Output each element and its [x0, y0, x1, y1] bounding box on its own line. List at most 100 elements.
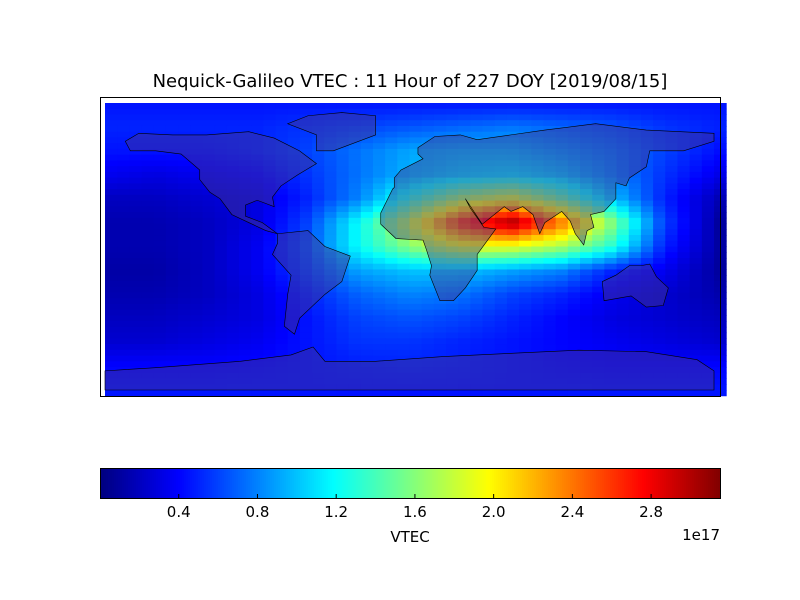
- heatmap-cell: [238, 390, 252, 397]
- heatmap-cell: [531, 286, 544, 293]
- heatmap-cell: [129, 189, 143, 196]
- heatmap-cell: [482, 378, 496, 385]
- heatmap-cell: [263, 183, 277, 190]
- heatmap-cell: [202, 257, 216, 265]
- heatmap-cell: [153, 114, 167, 121]
- colorbar-segment: [128, 468, 131, 498]
- heatmap-cell: [385, 103, 398, 110]
- heatmap-cell: [360, 212, 374, 219]
- heatmap-cell: [616, 390, 630, 397]
- heatmap-cell: [372, 298, 386, 305]
- heatmap-cell: [385, 143, 398, 150]
- heatmap-cell: [580, 137, 593, 144]
- heatmap-cell: [482, 309, 496, 316]
- heatmap-cell: [604, 166, 618, 173]
- heatmap-cell: [336, 229, 350, 236]
- heatmap-cell: [677, 367, 691, 374]
- heatmap-cell: [141, 367, 155, 374]
- heatmap-cell: [482, 148, 496, 156]
- heatmap-cell: [153, 326, 167, 334]
- colorbar-segment: [190, 468, 193, 498]
- heatmap-cell: [385, 183, 398, 190]
- heatmap-cell: [677, 378, 691, 385]
- heatmap-cell: [543, 252, 557, 259]
- heatmap-cell: [531, 361, 544, 368]
- heatmap-cell: [360, 166, 374, 173]
- colorbar-segment: [484, 468, 487, 498]
- heatmap-cell: [531, 206, 544, 213]
- heatmap-cell: [628, 108, 642, 115]
- heatmap-cell: [336, 390, 350, 397]
- heatmap-cell: [238, 257, 252, 265]
- heatmap-cell: [458, 223, 471, 230]
- heatmap-cell: [129, 269, 143, 276]
- heatmap-cell: [433, 338, 447, 345]
- heatmap-cell: [555, 183, 569, 190]
- heatmap-cell: [494, 131, 508, 138]
- heatmap-cell: [336, 246, 350, 253]
- heatmap-cell: [592, 344, 605, 351]
- heatmap-cell: [397, 349, 410, 357]
- heatmap-cell: [238, 177, 252, 184]
- heatmap-cell: [117, 378, 130, 385]
- colorbar-segment: [666, 468, 669, 498]
- colorbar-segment: [270, 468, 273, 498]
- heatmap-cell: [628, 344, 642, 351]
- heatmap-cell: [433, 361, 447, 368]
- heatmap-cell: [226, 246, 240, 253]
- heatmap-cell: [640, 309, 654, 316]
- heatmap-cell: [555, 120, 569, 127]
- heatmap-cell: [640, 344, 654, 351]
- heatmap-cell: [580, 292, 593, 299]
- heatmap-cell: [567, 171, 581, 179]
- heatmap-cell: [372, 114, 386, 121]
- heatmap-cell: [214, 257, 228, 265]
- heatmap-cell: [567, 303, 581, 311]
- heatmap-cell: [470, 367, 484, 374]
- heatmap-cell: [226, 263, 240, 270]
- colorbar-segment: [532, 468, 535, 498]
- colorbar-segment: [384, 468, 387, 498]
- heatmap-cell: [616, 120, 630, 127]
- heatmap-cell: [640, 275, 654, 282]
- heatmap-cell: [153, 206, 167, 213]
- heatmap-cell: [494, 183, 508, 190]
- heatmap-cell: [640, 384, 654, 391]
- heatmap-cell: [251, 183, 264, 190]
- heatmap-cell: [458, 194, 471, 202]
- heatmap-cell: [312, 326, 325, 334]
- heatmap-cell: [689, 309, 703, 316]
- heatmap-cell: [543, 315, 557, 322]
- heatmap-cell: [519, 137, 532, 144]
- colorbar-segment: [698, 468, 701, 498]
- heatmap-cell: [129, 332, 143, 339]
- heatmap-cell: [543, 120, 557, 127]
- heatmap-cell: [580, 338, 593, 345]
- heatmap-cell: [299, 355, 313, 362]
- heatmap-cell: [214, 171, 228, 179]
- colorbar-segment: [412, 468, 415, 498]
- heatmap-cell: [458, 321, 471, 328]
- heatmap-cell: [409, 223, 423, 230]
- heatmap-cell: [482, 217, 496, 225]
- colorbar-segment: [552, 468, 555, 498]
- heatmap-cell: [519, 303, 532, 311]
- heatmap-cell: [446, 246, 459, 253]
- heatmap-cell: [360, 372, 374, 380]
- heatmap-cell: [202, 338, 216, 345]
- heatmap-cell: [129, 171, 143, 179]
- heatmap-cell: [519, 338, 532, 345]
- heatmap-cell: [653, 137, 666, 144]
- heatmap-cell: [543, 223, 557, 230]
- heatmap-cell: [372, 372, 386, 380]
- heatmap-cell: [701, 315, 715, 322]
- colorbar-segment: [672, 468, 675, 498]
- heatmap-cell: [165, 372, 179, 380]
- heatmap-cell: [348, 240, 362, 247]
- heatmap-cell: [129, 103, 143, 110]
- heatmap-cell: [287, 252, 301, 259]
- heatmap-cell: [117, 154, 130, 161]
- heatmap-cell: [117, 332, 130, 339]
- heatmap-cell: [372, 160, 386, 167]
- heatmap-cell: [105, 148, 118, 156]
